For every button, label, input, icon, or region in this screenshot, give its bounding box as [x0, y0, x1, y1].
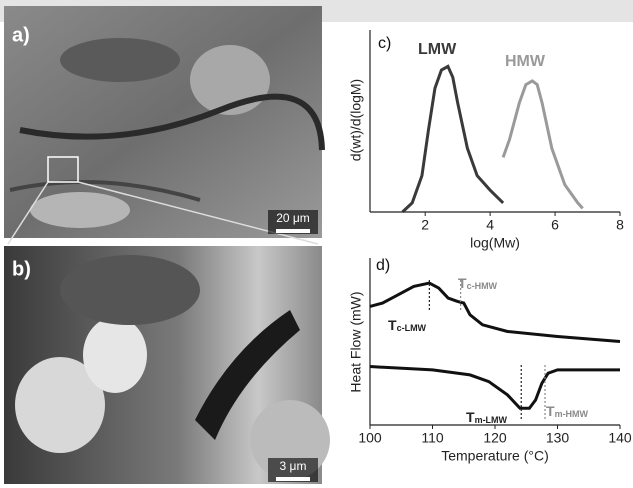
y-axis-label: Heat Flow (mW): [348, 291, 364, 392]
x-tick-label: 140: [608, 430, 632, 446]
annotation-main: T: [546, 403, 555, 419]
y-axis-label: d(wt)/d(logM): [348, 79, 364, 161]
x-tick-label: 8: [616, 217, 624, 233]
x-tick-label: 130: [546, 430, 570, 446]
annotation: Tc-HMW: [458, 275, 498, 292]
panel-label: c): [378, 35, 391, 52]
data-line: [369, 365, 620, 410]
annotation-sub: m-HMW: [555, 409, 589, 419]
sem-image-b: [4, 246, 330, 484]
panel-label: b): [12, 258, 31, 280]
annotation-sub: c-HMW: [467, 281, 498, 291]
annotation: Tc-LMW: [388, 317, 427, 334]
x-tick-label: 4: [486, 217, 494, 233]
annotation-sub: m-LMW: [475, 415, 508, 425]
annotation-sub: c-LMW: [397, 323, 427, 333]
panel-label: a): [12, 24, 30, 46]
x-tick-label: 6: [551, 217, 559, 233]
series-label: LMW: [418, 41, 457, 58]
annotation-main: T: [458, 275, 467, 291]
data-line: [369, 281, 621, 343]
panel-label: d): [376, 257, 390, 274]
x-tick-label: 2: [421, 217, 429, 233]
annotation: Tm-LMW: [466, 409, 508, 426]
data-line: [401, 64, 505, 214]
series-label: HMW: [505, 53, 546, 70]
annotation: Tm-HMW: [546, 403, 589, 420]
scale-bar-label: 20 μm: [276, 211, 310, 225]
x-tick-label: 100: [358, 430, 382, 446]
sem-image-a: [4, 6, 325, 245]
annotation-main: T: [388, 317, 397, 333]
x-axis-label: log(Mw): [470, 235, 520, 251]
x-tick-label: 110: [421, 430, 444, 446]
scale-bar-label: 3 μm: [280, 459, 307, 473]
x-tick-label: 120: [483, 430, 507, 446]
x-axis-label: Temperature (°C): [441, 448, 549, 464]
annotation-main: T: [466, 409, 475, 425]
data-line: [501, 79, 584, 210]
